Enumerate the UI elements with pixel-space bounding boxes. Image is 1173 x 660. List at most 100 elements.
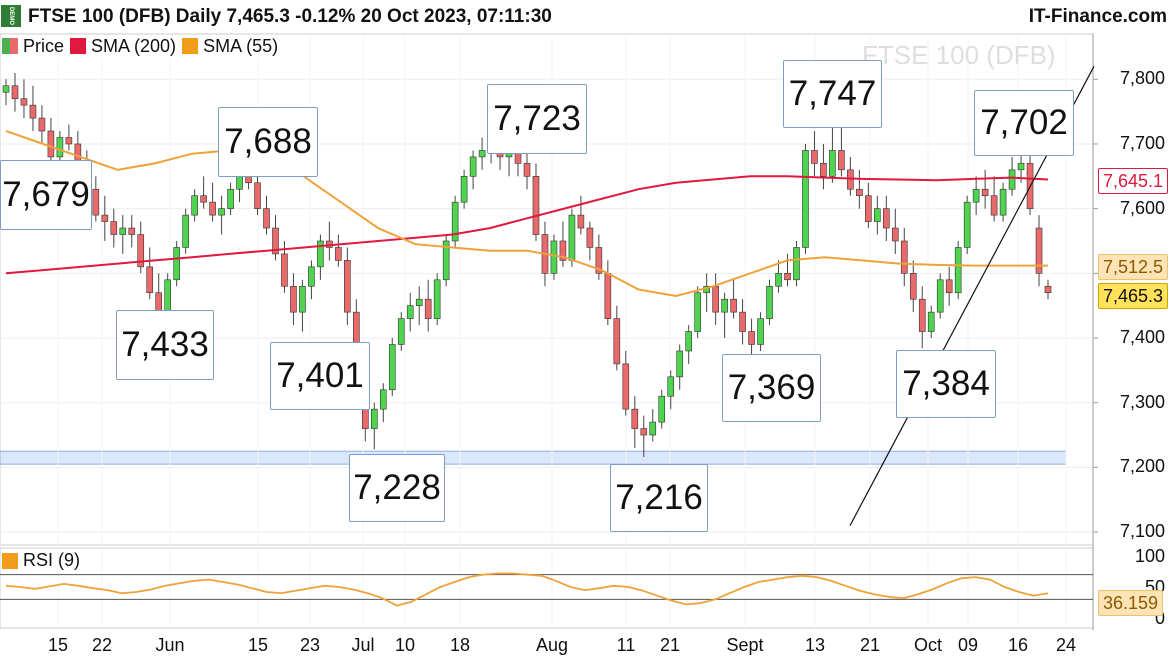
candle-body [47, 130, 55, 158]
x-tick-label: 09 [957, 635, 979, 655]
candle-body [981, 188, 989, 197]
x-tick-label: 10 [394, 635, 416, 655]
price-swatch [2, 38, 18, 54]
candle-body [110, 221, 118, 235]
legend-item-price[interactable]: Price [2, 35, 65, 57]
candle-body [945, 279, 953, 294]
x-tick-label: 21 [859, 635, 881, 655]
candle-body [523, 163, 531, 177]
candle-body [595, 247, 603, 274]
x-tick-label: 15 [47, 635, 69, 655]
x-tick-label: 18 [449, 635, 471, 655]
legend-label: Price [23, 35, 65, 56]
candle-body [802, 150, 809, 248]
candle-body [739, 311, 746, 332]
candle-body [613, 318, 621, 365]
candle-body [532, 176, 540, 235]
candle-body [272, 227, 279, 255]
candle-body [56, 137, 64, 158]
rsi-y-tick-label: 100 [1134, 546, 1165, 566]
y-tick-label: 7,400 [1119, 327, 1165, 347]
candle-body [694, 292, 701, 332]
chart-legend: Price SMA (200) SMA (55) [2, 34, 284, 58]
candle-body [685, 331, 692, 352]
price-callout: 7,384 [896, 350, 996, 418]
candle-body [1035, 227, 1043, 274]
candle-body [927, 311, 935, 332]
y-tick-label: 7,100 [1119, 521, 1165, 542]
y-tick-label: 7,800 [1119, 68, 1165, 89]
price-callout: 7,723 [487, 84, 587, 154]
rsi-pane [0, 547, 1094, 629]
candle-body [918, 298, 926, 332]
x-tick-label: Aug [535, 635, 569, 655]
x-tick-label: Jul [351, 635, 375, 655]
x-tick-label: Sept [726, 635, 764, 655]
candle-body [433, 279, 441, 319]
price-callout: 7,679 [0, 160, 92, 230]
candle-body [460, 176, 468, 203]
price-callout: 7,747 [783, 60, 882, 128]
candle-body [829, 150, 836, 177]
x-tick-label: 16 [1007, 635, 1029, 655]
candle-body [811, 150, 818, 164]
candle-body [92, 188, 100, 216]
x-tick-label: 23 [299, 635, 321, 655]
x-tick-label: Oct [913, 635, 943, 655]
candle-body [379, 389, 387, 410]
candle-body [972, 188, 980, 203]
sma55-swatch [182, 38, 199, 54]
rsi-last-label: 36.159 [1098, 589, 1164, 616]
legend-label: SMA (200) [91, 35, 177, 56]
candle-body [20, 98, 28, 106]
candle-body [11, 85, 19, 99]
candle-body [622, 363, 630, 410]
candle-body [784, 273, 791, 281]
candle-body [748, 331, 755, 345]
candle-body [317, 240, 324, 268]
rsi-legend[interactable]: RSI (9) [2, 550, 80, 571]
sma200-price-label: 7,645.1 [1098, 167, 1169, 194]
candle-body [550, 240, 558, 274]
candle-body [712, 285, 719, 313]
candle-body [820, 163, 827, 177]
candle-body [38, 117, 46, 132]
candle-body [308, 266, 315, 287]
candle-body [182, 214, 189, 248]
candle-body [757, 318, 764, 345]
x-tick-label: 22 [91, 635, 113, 655]
last-price-label: 7,465.3 [1098, 282, 1169, 309]
candle-body [999, 188, 1007, 216]
candle-body [209, 201, 216, 216]
candle-body [766, 285, 773, 319]
rsi-y-tick-label: 0 [1154, 608, 1165, 628]
instrument-watermark: FTSE 100 (DFB) [862, 40, 1056, 70]
candle-body [909, 273, 917, 300]
candle-body [856, 188, 863, 197]
y-tick-label: 7,700 [1119, 132, 1165, 153]
candle-body [406, 305, 414, 319]
legend-item-sma200[interactable]: SMA (200) [70, 35, 177, 57]
candle-body [990, 195, 998, 216]
price-callout: 7,433 [116, 310, 214, 380]
candle-body [65, 137, 73, 145]
price-callout: 7,228 [349, 454, 445, 522]
candle-body [218, 208, 225, 216]
demo-badge: DEMO [1, 5, 21, 27]
candle-body [478, 150, 486, 158]
candle-body [236, 176, 243, 190]
rsi-swatch [2, 552, 18, 569]
candle-body [146, 266, 154, 294]
candle-body [865, 195, 872, 222]
legend-item-sma55[interactable]: SMA (55) [182, 35, 279, 57]
candle-body [442, 240, 450, 281]
candle-body [344, 260, 351, 313]
rsi-legend-label: RSI (9) [23, 550, 81, 570]
candle-body [299, 285, 306, 313]
candle-body [775, 273, 782, 287]
brand-logo: IT-Finance.com [1028, 6, 1167, 27]
x-tick-label: 15 [247, 635, 269, 655]
candle-body [1017, 163, 1025, 171]
candle-body [2, 85, 10, 93]
candle-body [101, 214, 109, 222]
